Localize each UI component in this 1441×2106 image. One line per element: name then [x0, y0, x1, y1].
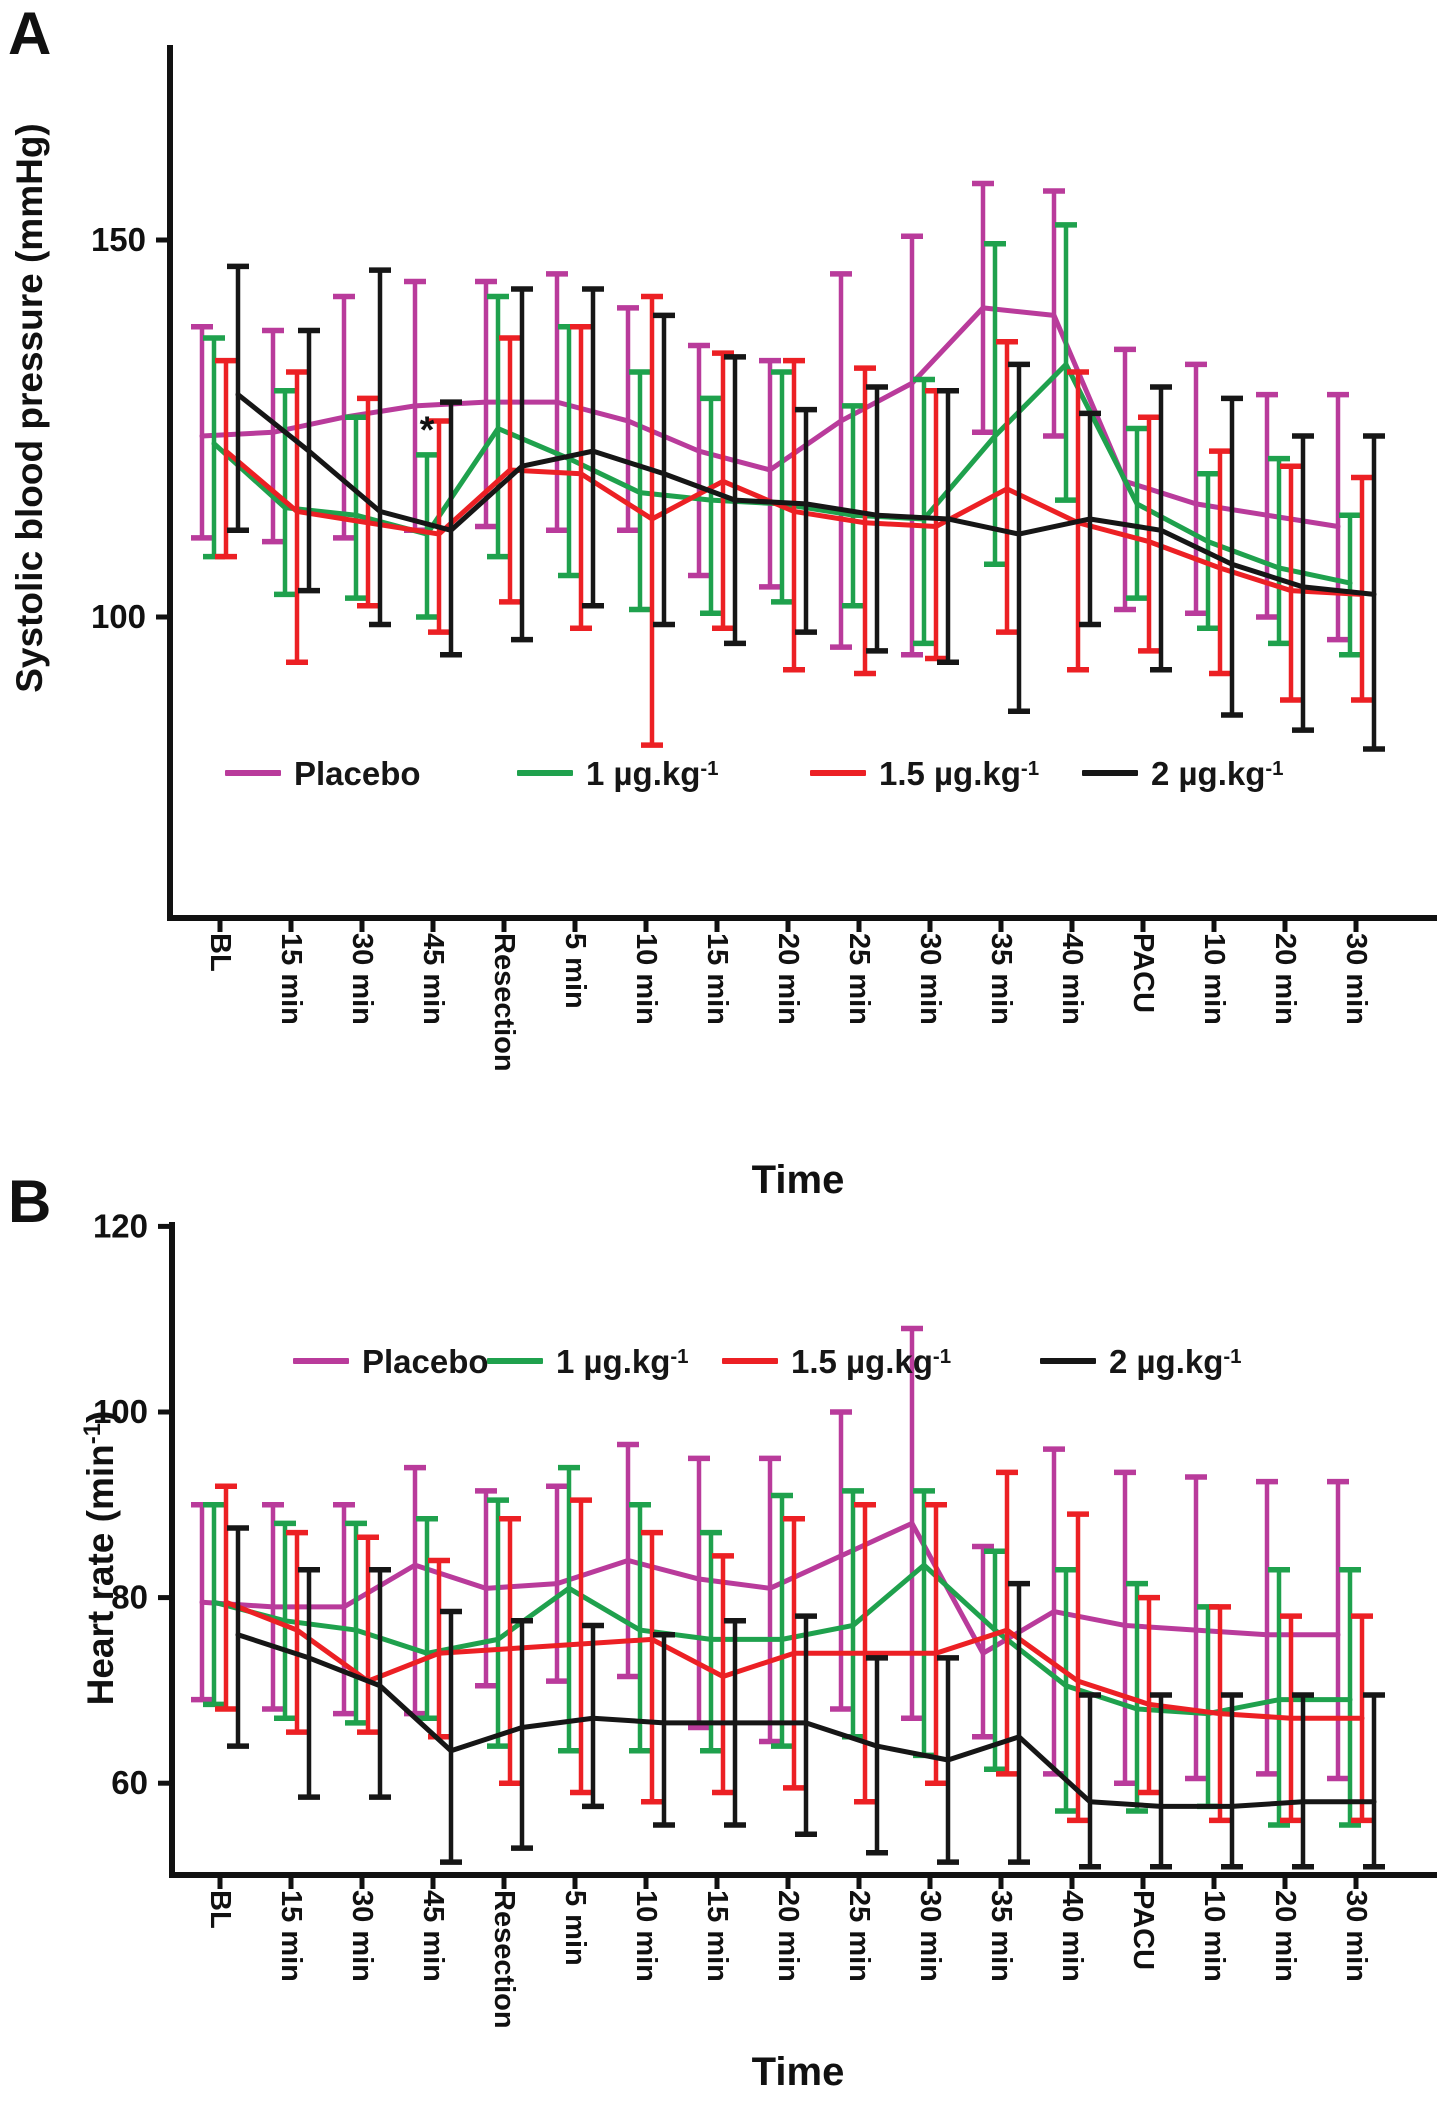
- y-tick-label: 100: [93, 1393, 148, 1430]
- dose1-line-swatch: [517, 770, 573, 776]
- x-tick-label: 25 min: [843, 933, 875, 1025]
- x-tick-label: Resection: [488, 1890, 520, 2029]
- x-tick-label: 15 min: [275, 933, 307, 1025]
- x-tick-label: 10 min: [1198, 1890, 1230, 1982]
- legend-item-1ug: 1 µg.kg-1: [517, 752, 719, 794]
- x-tick-label: 30 min: [914, 1890, 946, 1982]
- x-tick-label: 5 min: [559, 933, 591, 1009]
- panel-b-plot: 120 100 80 60 BL 15 min 30 min 45 min Resection 5…: [93, 1207, 1437, 2029]
- legend-label: 1.5 µg.kg-1: [791, 1342, 952, 1380]
- legend-label: 1 µg.kg-1: [586, 754, 719, 792]
- x-tick-label: PACU: [1127, 1890, 1159, 1970]
- x-tick-label: 35 min: [985, 933, 1017, 1025]
- x-tick-label: 35 min: [985, 1890, 1017, 1982]
- panel-a-y-axis-title: Systolic blood pressure (mmHg): [9, 123, 50, 693]
- panel-b-label: B: [8, 1168, 52, 1235]
- legend-item-2ug: 2 µg.kg-1: [1082, 752, 1284, 794]
- panel-b-y-axis-title: Heart rate (min-1): [79, 1411, 122, 1706]
- x-tick-label: 30 min: [914, 933, 946, 1025]
- x-tick-label: BL: [204, 933, 236, 972]
- dose1-5-line-swatch: [722, 1358, 778, 1364]
- series-2-g-kg-1: [227, 1525, 1385, 1870]
- legend-label: Placebo: [362, 1342, 489, 1380]
- significance-asterisk: *: [420, 409, 435, 451]
- dose1-line-swatch: [487, 1358, 543, 1364]
- x-tick-label: 10 min: [630, 1890, 662, 1982]
- y-tick-label: 150: [91, 221, 146, 258]
- placebo-line-swatch: [225, 770, 281, 776]
- legend-label: 2 µg.kg-1: [1109, 1342, 1242, 1380]
- x-tick-label: 40 min: [1056, 933, 1088, 1025]
- legend-item-1-5ug: 1.5 µg.kg-1: [722, 1340, 951, 1382]
- x-tick-label: 20 min: [772, 1890, 804, 1982]
- panel-a-x-axis-title: Time: [751, 1158, 845, 1202]
- placebo-line-swatch: [293, 1358, 349, 1364]
- legend-label: 2 µg.kg-1: [1151, 754, 1284, 792]
- x-tick-label: 15 min: [701, 1890, 733, 1982]
- x-tick-label: 15 min: [701, 933, 733, 1025]
- x-tick-label: 20 min: [1269, 1890, 1301, 1982]
- series-placebo: [191, 1325, 1349, 1786]
- x-tick-label: 40 min: [1056, 1890, 1088, 1982]
- legend-label: 1 µg.kg-1: [556, 1342, 689, 1380]
- x-tick-label: 20 min: [1269, 933, 1301, 1025]
- x-tick-label: 30 min: [1340, 1890, 1372, 1982]
- panel-a-plot: 150 100 BL 15 min 30 min 45 min Resection 5 min…: [91, 45, 1437, 1072]
- dose2-line-swatch: [1040, 1358, 1096, 1364]
- legend-item-2ug: 2 µg.kg-1: [1040, 1340, 1242, 1382]
- legend-item-1-5ug: 1.5 µg.kg-1: [810, 752, 1039, 794]
- dose2-line-swatch: [1082, 770, 1138, 776]
- x-tick-label: 45 min: [417, 1890, 449, 1982]
- panel-a-label: A: [8, 0, 52, 67]
- x-tick-label: PACU: [1127, 933, 1159, 1013]
- x-tick-label: 25 min: [843, 1890, 875, 1982]
- y-tick-label: 60: [111, 1764, 148, 1801]
- x-tick-label: 45 min: [417, 933, 449, 1025]
- x-tick-label: 30 min: [346, 933, 378, 1025]
- y-tick-label: 100: [91, 598, 146, 635]
- x-tick-label: 30 min: [346, 1890, 378, 1982]
- x-tick-label: 5 min: [559, 1890, 591, 1966]
- x-tick-label: 10 min: [1198, 933, 1230, 1025]
- series-1-5-g-kg-1: [215, 293, 1373, 748]
- y-tick-label: 120: [93, 1207, 148, 1244]
- x-tick-label: 10 min: [630, 933, 662, 1025]
- series-1-g-kg-1: [203, 1464, 1361, 1828]
- legend-item-placebo: Placebo: [225, 752, 421, 794]
- legend-item-placebo: Placebo: [293, 1340, 489, 1382]
- series-2-g-kg-1: [227, 263, 1385, 752]
- series-1-g-kg-1: [203, 222, 1361, 658]
- x-tick-label: Resection: [488, 933, 520, 1072]
- y-tick-label: 80: [111, 1579, 148, 1616]
- legend-label: 1.5 µg.kg-1: [879, 754, 1040, 792]
- x-tick-label: 30 min: [1340, 933, 1372, 1025]
- dose1-5-line-swatch: [810, 770, 866, 776]
- legend-label: Placebo: [294, 754, 421, 792]
- x-tick-label: BL: [204, 1890, 236, 1929]
- panel-b-x-axis-title: Time: [751, 2050, 845, 2094]
- series-1-5-g-kg-1: [215, 1469, 1373, 1824]
- x-tick-label: 15 min: [275, 1890, 307, 1982]
- x-tick-label: 20 min: [772, 933, 804, 1025]
- legend-item-1ug: 1 µg.kg-1: [487, 1340, 689, 1382]
